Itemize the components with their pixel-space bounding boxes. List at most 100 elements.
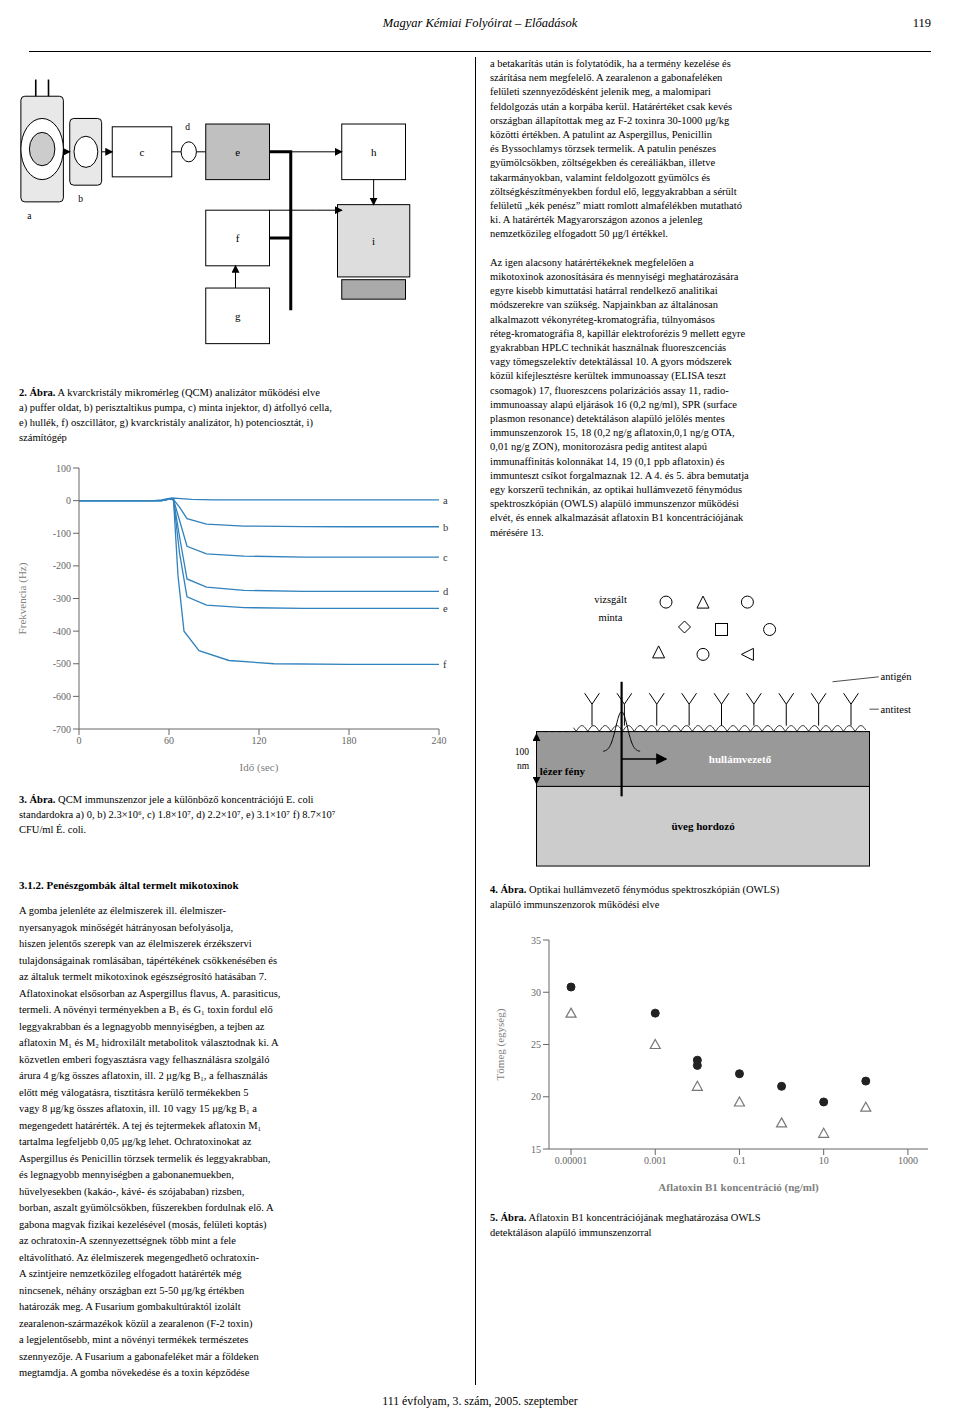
svg-text:180: 180 bbox=[342, 735, 357, 746]
svg-text:120: 120 bbox=[252, 735, 267, 746]
html-text:spektroszkópián (OWLS) alapüló: spektroszkópián (OWLS) alapüló immunszen… bbox=[490, 498, 739, 510]
svg-text:üveg hordozó: üveg hordozó bbox=[671, 820, 735, 832]
html-text:Magyar Kémiai Folyóirat – Előa: Magyar Kémiai Folyóirat – Előadások bbox=[382, 16, 578, 30]
svg-text:100: 100 bbox=[515, 747, 530, 757]
svg-text:-700: -700 bbox=[53, 724, 71, 735]
html-text:feldolgozás után a korpába ker: feldolgozás után a korpába kerül. Határé… bbox=[490, 100, 732, 112]
svg-text:Aflatoxin B1 koncentráció (ng/: Aflatoxin B1 koncentráció (ng/ml) bbox=[658, 1181, 819, 1194]
svg-text:antigén: antigén bbox=[881, 671, 913, 682]
html-text:eltávolítható. Az élelmiszerek: eltávolítható. Az élelmiszerek megengedh… bbox=[19, 1251, 259, 1263]
html-text:vagy tömegszelektív detektálás: vagy tömegszelektív detektálással 10. A … bbox=[490, 356, 732, 368]
svg-text:15: 15 bbox=[531, 1144, 541, 1155]
html-text:mérésére 13.: mérésére 13. bbox=[490, 526, 544, 538]
html-text:nincsenek, néhány országban ez: nincsenek, néhány országban ezt 5-50 μg/… bbox=[19, 1284, 245, 1296]
svg-text:0.1: 0.1 bbox=[733, 1155, 746, 1166]
html-text:immunteszt csíkot forgalmaznak: immunteszt csíkot forgalmaznak 12. A 4. … bbox=[490, 469, 749, 481]
svg-text:a: a bbox=[27, 211, 32, 221]
html-text:felületi szennyeződésként jele: felületi szennyeződésként jelenik meg, a… bbox=[490, 86, 711, 98]
svg-text:-500: -500 bbox=[53, 658, 71, 669]
html-text:országban állapítottak meg az: országban állapítottak meg az F-2 toxinr… bbox=[490, 114, 730, 126]
svg-text:e: e bbox=[235, 146, 240, 158]
html-text:egyre kisebb kimuttatási határ: egyre kisebb kimuttatási határral rendel… bbox=[490, 285, 718, 297]
html-text:111 évfolyam, 3. szám, 2005. s: 111 évfolyam, 3. szám, 2005. szeptember bbox=[382, 1394, 578, 1408]
html-text:immunaffinitás kolonnákat 14,: immunaffinitás kolonnákat 14, 19 (0,1 pp… bbox=[490, 455, 725, 467]
svg-text:a: a bbox=[443, 495, 448, 506]
svg-text:0.00001: 0.00001 bbox=[555, 1155, 588, 1166]
html-text:takarmányokban, valamint feldo: takarmányokban, valamint feldolgozott gy… bbox=[490, 171, 711, 183]
html-text:csomagok) 17, fluoreszcens pol: csomagok) 17, fluoreszcens polarizációs … bbox=[490, 384, 729, 396]
html-text:immunszenzorok 15, 18 (0,2 ng/: immunszenzorok 15, 18 (0,2 ng/g aflatoxi… bbox=[490, 427, 735, 439]
html-text:zöltségkészítményekben fordul: zöltségkészítményekben fordul elő, leggy… bbox=[490, 185, 737, 197]
html-text:119: 119 bbox=[912, 16, 931, 30]
html-text:nemzetközileg elfogadott 50 μg: nemzetközileg elfogadott 50 μg/l értékke… bbox=[490, 228, 668, 240]
html-text:módszerekre van szükség. Napja: módszerekre van szükség. Napjainkban az … bbox=[490, 299, 718, 311]
html-text:közvetlen emberi fogyasztásra: közvetlen emberi fogyasztásra vagy felha… bbox=[19, 1053, 270, 1065]
svg-text:b: b bbox=[78, 194, 83, 204]
html-text:0,01 ng/g ZON), monitorozásra: 0,01 ng/g ZON), monitorozásra pedig anti… bbox=[490, 441, 707, 453]
svg-text:f: f bbox=[236, 232, 240, 244]
svg-text:nm: nm bbox=[517, 761, 530, 771]
svg-text:100: 100 bbox=[56, 463, 71, 474]
svg-text:lézer fény: lézer fény bbox=[540, 765, 586, 777]
svg-text:d: d bbox=[443, 586, 449, 597]
svg-text:1000: 1000 bbox=[898, 1155, 918, 1166]
svg-text:Tömeg (egység): Tömeg (egység) bbox=[494, 1008, 507, 1080]
svg-text:35: 35 bbox=[531, 935, 541, 946]
html-text:leggyakrabban és a legnagyobb: leggyakrabban és a legnagyobb mennyiségb… bbox=[19, 1020, 265, 1032]
svg-text:-400: -400 bbox=[53, 626, 71, 637]
html-text:és Byssochlamys törzsek termel: és Byssochlamys törzsek termelik. A patu… bbox=[490, 143, 716, 155]
svg-text:0: 0 bbox=[77, 735, 82, 746]
html-text:gyümölcsökben, zöltségekben és: gyümölcsökben, zöltségekben és cereáliák… bbox=[490, 157, 716, 169]
svg-text:g: g bbox=[235, 310, 241, 322]
svg-text:b: b bbox=[443, 522, 448, 533]
svg-text:f: f bbox=[443, 659, 447, 670]
svg-text:minta: minta bbox=[599, 612, 623, 623]
svg-text:vizsgált: vizsgált bbox=[594, 594, 627, 605]
html-text:egy korszerű technikán, az opt: egy korszerű technikán, az optikai hullá… bbox=[490, 484, 743, 496]
html-text:tulajdonságainak romlásában, t: tulajdonságainak romlásában, tápértékéne… bbox=[19, 954, 277, 966]
html-text:szennyezője. A Fusarium a gabo: szennyezője. A Fusarium a gabonafeléket … bbox=[19, 1350, 259, 1362]
html-text:2. Ábra. A kvarckristály mikro: 2. Ábra. A kvarckristály mikromérleg (QC… bbox=[19, 387, 320, 398]
svg-text:i: i bbox=[372, 235, 375, 247]
svg-text:25: 25 bbox=[531, 1039, 541, 1050]
html-text:gabona magvak fizikai kezelésé: gabona magvak fizikai kezelésével (mosás… bbox=[19, 1218, 267, 1230]
svg-text:0.001: 0.001 bbox=[644, 1155, 667, 1166]
html-text:Aflatoxinokat elsősorban az As: Aflatoxinokat elsősorban az Aspergillus … bbox=[19, 987, 281, 999]
svg-text:20: 20 bbox=[531, 1091, 541, 1102]
svg-text:-200: -200 bbox=[53, 560, 71, 571]
html-text:Aspergillus és Penicillin törz: Aspergillus és Penicillin törzsek termel… bbox=[19, 1152, 271, 1164]
html-text:ki. A határérték Magyarországo: ki. A határérték Magyarországon azonos a… bbox=[490, 214, 703, 226]
html-text:közül kifejlesztésre kerültek: közül kifejlesztésre kerültek immunoassa… bbox=[490, 370, 726, 382]
html-text:plasmon resonance) detektáláso: plasmon resonance) detektáláson alapüló … bbox=[490, 413, 725, 425]
html-text:réteg-kromatográfia 8, kapillá: réteg-kromatográfia 8, kapillár elektrof… bbox=[490, 327, 746, 339]
html-text:hüvelyesekben (kakáo-, kávé- é: hüvelyesekben (kakáo-, kávé- és szójabab… bbox=[19, 1185, 245, 1197]
svg-text:60: 60 bbox=[164, 735, 174, 746]
svg-text:30: 30 bbox=[531, 987, 541, 998]
svg-text:c: c bbox=[140, 146, 145, 158]
svg-text:0: 0 bbox=[66, 495, 71, 506]
html-text:elvét, és ennek alkalmazását a: elvét, és ennek alkalmazását aflatoxin B… bbox=[490, 512, 744, 524]
html-text:a) puffer oldat, b) perisztalt: a) puffer oldat, b) perisztaltikus pumpa… bbox=[19, 402, 332, 413]
html-text:immunoassay alapú eljárások 16: immunoassay alapú eljárások 16 (0,2 ng/m… bbox=[490, 398, 737, 410]
svg-text:-600: -600 bbox=[53, 691, 71, 702]
svg-text:c: c bbox=[443, 552, 448, 563]
svg-text:antitest: antitest bbox=[881, 704, 911, 715]
svg-text:240: 240 bbox=[432, 735, 447, 746]
html-text:alkalmazott vékonyréteg-kromat: alkalmazott vékonyréteg-kromatográfia, t… bbox=[490, 313, 715, 325]
html-text:megengedett határérték. A tej: megengedett határérték. A tej és tejterm… bbox=[19, 1119, 262, 1131]
svg-text:10: 10 bbox=[819, 1155, 829, 1166]
svg-text:d: d bbox=[185, 122, 190, 132]
html-text:előtt még válogatásra, tisztit: előtt még válogatásra, tisztitásra kerül… bbox=[19, 1086, 249, 1098]
svg-text:h: h bbox=[371, 146, 377, 158]
svg-text:hullámvezető: hullámvezető bbox=[709, 753, 772, 765]
svg-text:Idő (sec): Idő (sec) bbox=[240, 761, 279, 774]
html-text:Az igen alacsony határértékekn: Az igen alacsony határértékeknek megfele… bbox=[490, 256, 694, 268]
html-text:nyersanyagok minőségét hátrány: nyersanyagok minőségét hátrányosan befol… bbox=[19, 921, 233, 933]
html-text:3.1.2. Penészgombák által term: 3.1.2. Penészgombák által termelt mikoto… bbox=[19, 879, 239, 891]
svg-text:-100: -100 bbox=[53, 528, 71, 539]
svg-text:Frekvencia (Hz): Frekvencia (Hz) bbox=[16, 562, 29, 634]
svg-text:-300: -300 bbox=[53, 593, 71, 604]
html-text:szárítása nem megfelelő. A zea: szárítása nem megfelelő. A zearalenon a … bbox=[490, 72, 723, 84]
svg-text:e: e bbox=[443, 603, 448, 614]
html-text:zearalenon-származékok közül a: zearalenon-származékok közül a zearaleno… bbox=[19, 1317, 253, 1329]
